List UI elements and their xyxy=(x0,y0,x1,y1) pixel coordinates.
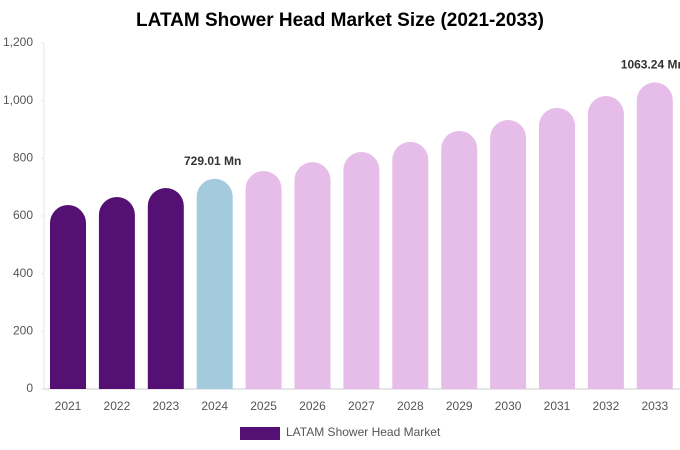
bar xyxy=(196,178,233,389)
x-tick-label: 2022 xyxy=(104,399,131,413)
x-tick-label: 2021 xyxy=(55,399,82,413)
y-tick-label: 600 xyxy=(13,208,33,222)
x-tick-label: 2028 xyxy=(397,399,424,413)
bar xyxy=(294,162,331,389)
y-tick-label: 0 xyxy=(26,381,33,395)
bar xyxy=(441,130,478,390)
chart-title: LATAM Shower Head Market Size (2021-2033… xyxy=(136,10,544,31)
legend-label: LATAM Shower Head Market xyxy=(286,425,441,439)
y-tick-label: 1,000 xyxy=(3,93,33,107)
value-label: 1063.24 Mn xyxy=(621,58,680,72)
y-tick-label: 800 xyxy=(13,151,33,165)
y-tick-label: 400 xyxy=(13,266,33,280)
value-label: 729.01 Mn xyxy=(184,154,241,168)
y-tick-label: 1,200 xyxy=(3,35,33,49)
x-tick-label: 2024 xyxy=(201,399,228,413)
x-tick-label: 2029 xyxy=(446,399,473,413)
bar xyxy=(245,171,282,389)
bar xyxy=(587,96,624,389)
x-tick-label: 2030 xyxy=(495,399,522,413)
bar xyxy=(490,119,527,390)
x-tick-label: 2031 xyxy=(544,399,571,413)
x-tick-label: 2027 xyxy=(348,399,375,413)
y-tick-label: 200 xyxy=(13,324,33,338)
x-tick-label: 2026 xyxy=(299,399,326,413)
x-tick-label: 2033 xyxy=(641,399,668,413)
bar xyxy=(539,107,575,390)
x-tick-label: 2032 xyxy=(593,399,620,413)
bar xyxy=(392,141,429,389)
x-tick-label: 2025 xyxy=(250,399,277,413)
x-tick-label: 2023 xyxy=(152,399,179,413)
bar xyxy=(50,205,86,389)
legend-swatch xyxy=(240,427,280,440)
bar xyxy=(343,151,380,389)
bar xyxy=(98,196,135,389)
bar xyxy=(147,188,184,389)
bar xyxy=(636,82,673,389)
